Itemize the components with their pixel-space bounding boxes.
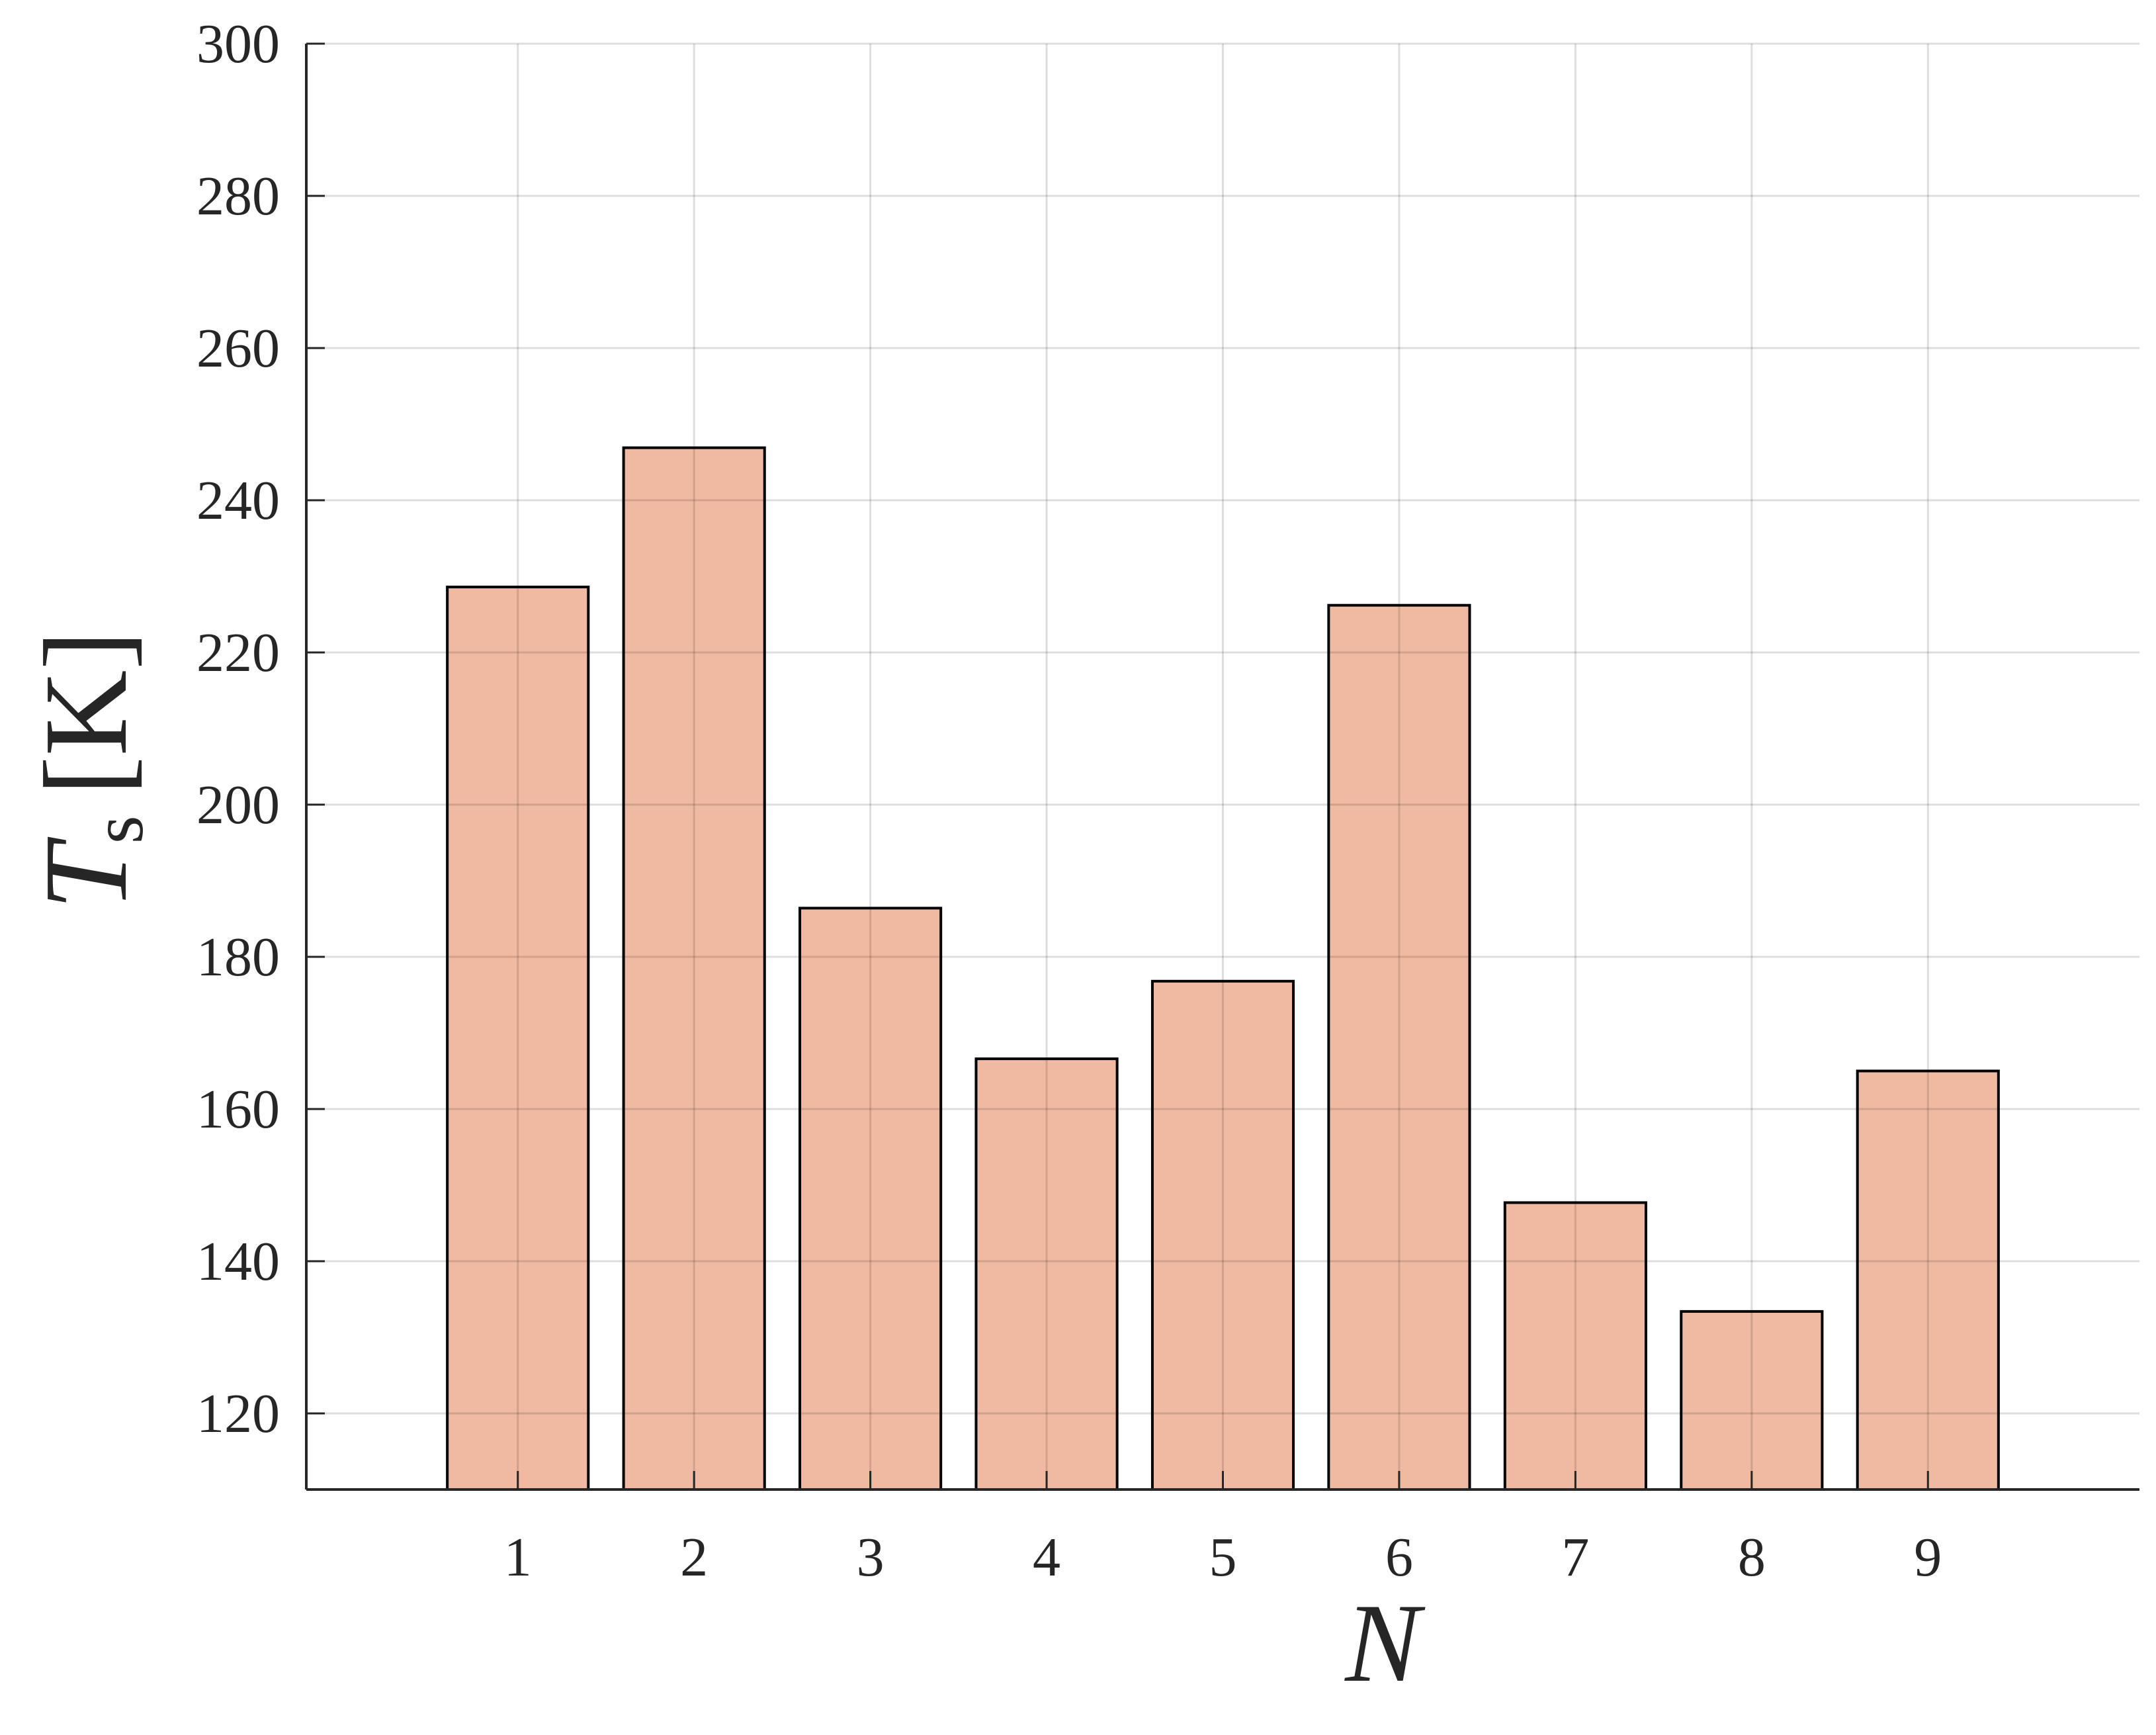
x-tick-label: 7	[1561, 1527, 1589, 1588]
y-tick-label: 220	[196, 622, 280, 684]
x-tick-label: 3	[857, 1527, 884, 1588]
y-tick-label: 260	[196, 318, 280, 379]
y-tick-label: 300	[196, 13, 280, 75]
y-tick-label: 240	[196, 470, 280, 531]
x-tick-label: 8	[1738, 1527, 1766, 1588]
bar	[622, 446, 766, 1491]
y-tick-label: 120	[196, 1383, 280, 1445]
bar	[1327, 603, 1471, 1491]
bar	[1150, 979, 1295, 1491]
bar	[974, 1057, 1119, 1491]
y-tick-label: 180	[196, 926, 280, 988]
y-label-symbol: T	[20, 836, 151, 910]
x-tick-label: 6	[1385, 1527, 1413, 1588]
x-tick-label: 5	[1209, 1527, 1237, 1588]
y-axis-label: Ts [K]	[20, 631, 158, 911]
y-tick-label: 280	[196, 165, 280, 227]
x-axis-label: N	[1344, 1581, 1426, 1705]
bar	[1680, 1310, 1824, 1491]
y-tick-label: 140	[196, 1231, 280, 1292]
y-label-unit: [K]	[20, 631, 151, 796]
bar	[446, 586, 590, 1491]
x-tick-label: 1	[504, 1527, 532, 1588]
bar	[798, 907, 943, 1491]
y-label-subscript: s	[77, 815, 158, 844]
x-tick-label: 4	[1033, 1527, 1060, 1588]
y-tick-label: 200	[196, 774, 280, 836]
x-tick-label: 9	[1914, 1527, 1942, 1588]
y-tick-label: 160	[196, 1079, 280, 1140]
x-tick-label: 2	[680, 1527, 708, 1588]
